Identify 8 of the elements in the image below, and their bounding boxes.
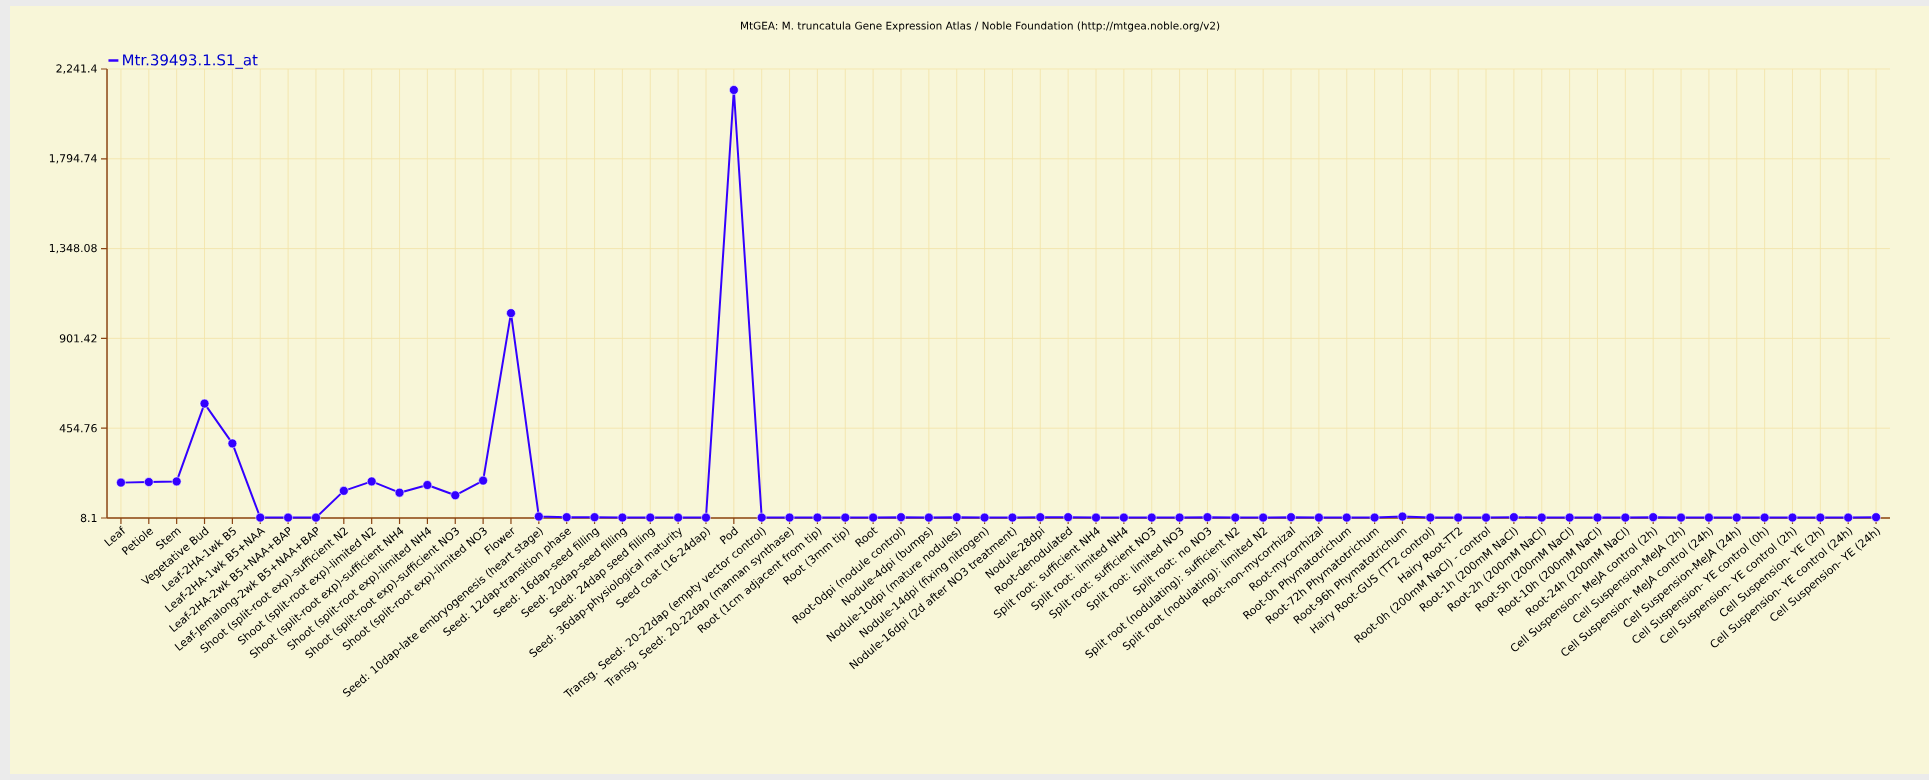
chart-title: MtGEA: M. truncatula Gene Expression Atlas / Noble Foundation (http://mtgea.noble.org/v2) (741, 21, 1220, 32)
y-tick-label: 8.1 (80, 513, 97, 523)
y-tick-label: 901.42 (59, 334, 97, 343)
y-tick-label: 454.76 (59, 424, 97, 433)
y-tick-label: 1,348.08 (49, 243, 97, 254)
text: Mtr.39493.1.S1_at (123, 54, 258, 69)
y-tick-label: 1,794.74 (49, 154, 97, 164)
y-tick-label: 2,241.4 (56, 64, 97, 74)
